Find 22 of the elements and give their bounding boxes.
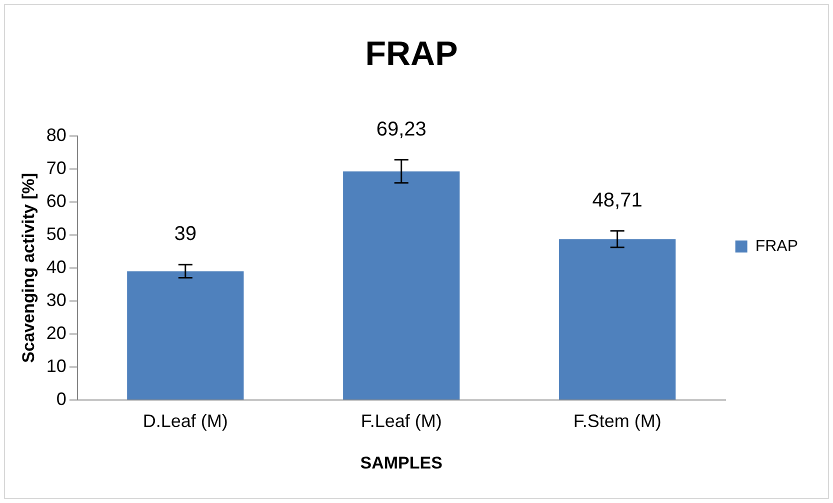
y-tick-label: 10 [46,356,66,376]
data-label: 69,23 [376,118,426,140]
x-tick-label: F.Leaf (M) [360,410,442,431]
legend-label: FRAP [755,238,798,255]
bar [343,171,460,400]
y-tick-label: 80 [46,124,66,145]
data-label: 39 [174,223,197,246]
x-tick-label: D.Leaf (M) [142,410,228,431]
y-tick-label: 70 [46,158,66,178]
chart-title: FRAP [365,34,458,73]
x-tick-label: F.Stem (M) [573,410,662,431]
x-axis-title: SAMPLES [360,453,442,472]
y-tick-label: 60 [46,190,66,211]
bar [127,271,244,400]
y-tick-label: 50 [46,224,66,244]
y-tick-label: 20 [46,322,66,343]
y-axis-title: Scavenging activity [%] [18,172,38,363]
y-tick-label: 0 [56,388,66,409]
bar [559,239,676,400]
y-tick-label: 30 [46,290,66,310]
y-tick-label: 40 [46,256,66,277]
data-label: 48,71 [592,189,642,212]
